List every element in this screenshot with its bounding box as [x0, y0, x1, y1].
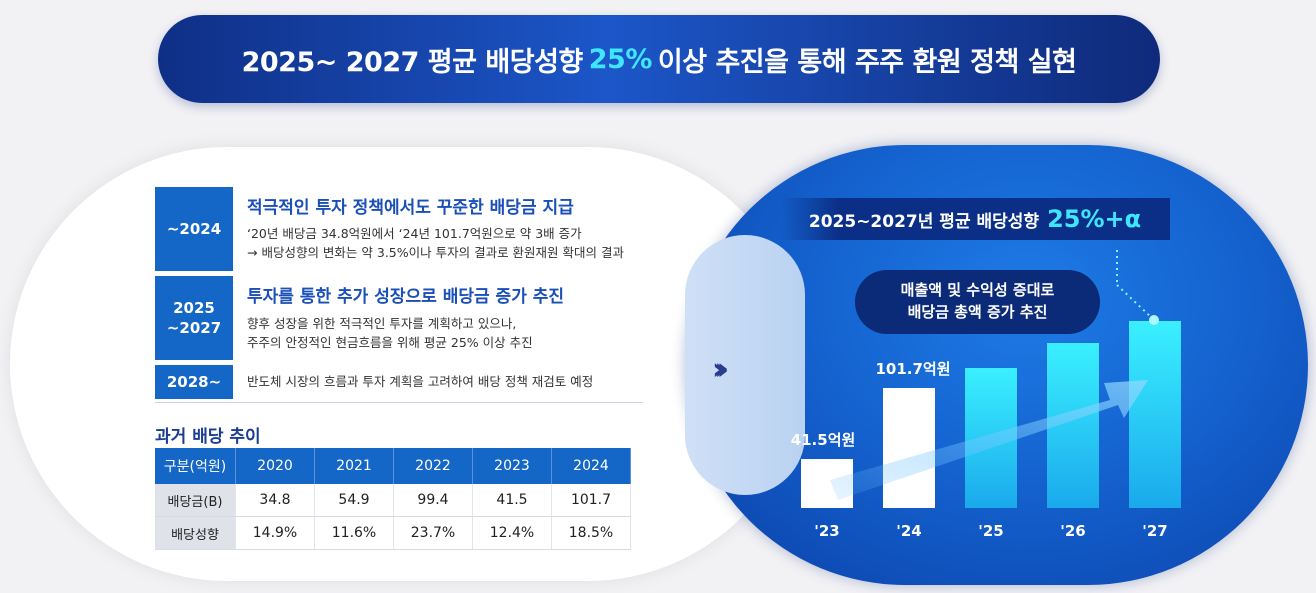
chart-title-value: 25%+α: [1047, 205, 1142, 233]
table-cell: 23.7%: [393, 516, 473, 550]
table-cell: 11.6%: [314, 516, 394, 550]
x-tick-label: '25: [978, 522, 1003, 540]
row2-line1: 향후 성장을 위한 적극적인 투자를 계획하고 있으나,: [247, 316, 517, 331]
history-header-cell: 2020: [235, 448, 315, 484]
label-2028-text: 2028~: [166, 372, 222, 391]
label-2025-2027: 2025 ~2027: [155, 276, 233, 360]
x-tick-label: '27: [1142, 522, 1167, 540]
headline-banner: 2025~ 2027 평균 배당성향 25% 이상 추진을 통해 주주 환원 정…: [158, 15, 1160, 103]
table-cell: 41.5: [472, 484, 552, 517]
row1-title: 적극적인 투자 정책에서도 꾸준한 배당금 지급: [247, 198, 574, 218]
label-2024: ~2024: [155, 187, 233, 271]
history-title: 과거 배당 추이: [155, 427, 261, 447]
banner-suffix: 이상 추진을 통해 주주 환원 정책 실현: [657, 46, 1077, 78]
growth-pill: 매출액 및 수익성 증대로 배당금 총액 증가 추진: [855, 270, 1100, 334]
table-cell: 54.9: [314, 484, 394, 517]
data-label: 41.5억원: [791, 431, 856, 449]
history-header-cell: 2021: [314, 448, 394, 484]
label-2028: 2028~: [155, 365, 233, 399]
history-header-cell: 2022: [393, 448, 473, 484]
table-cell: 14.9%: [235, 516, 315, 550]
chart-title-text: 2025~2027년 평균 배당성향: [808, 211, 1040, 232]
growth-arrow: [830, 380, 1148, 500]
bar-24: [883, 388, 935, 508]
bar-27: [1129, 321, 1181, 508]
table-cell: 101.7: [551, 484, 631, 517]
banner-prefix: 2025~ 2027 평균 배당성향: [241, 46, 584, 78]
banner-highlight: 25%: [588, 43, 653, 75]
label-2025-line1: 2025: [173, 298, 215, 317]
row1-text: ‘20년 배당금 34.8억원에서 ‘24년 101.7억원으로 약 3배 증가…: [247, 224, 624, 263]
chart-title: 2025~2027년 평균 배당성향 25%+α: [780, 198, 1170, 240]
table-cell: 18.5%: [551, 516, 631, 550]
label-2025-line2: ~2027: [166, 319, 222, 337]
pill-line1: 매출액 및 수익성 증대로: [900, 281, 1055, 300]
row3-line1: 반도체 시장의 흐름과 투자 계획을 고려하여 배당 정책 재검토 예정: [247, 374, 594, 389]
panel-overlap: [685, 235, 805, 495]
table-cell: 배당금(B): [155, 484, 236, 517]
table-row: 배당성향 14.9% 11.6% 23.7% 12.4% 18.5%: [155, 516, 631, 550]
row1-line1: ‘20년 배당금 34.8억원에서 ‘24년 101.7억원으로 약 3배 증가: [247, 226, 582, 241]
row2-title: 투자를 통한 추가 성장으로 배당금 증가 추진: [247, 287, 565, 307]
table-cell: 배당성향: [155, 516, 236, 550]
history-header-cell: 구분(억원): [155, 448, 236, 484]
x-tick-label: '24: [896, 522, 921, 540]
divider: [155, 402, 643, 403]
row2-line2: 주주의 안정적인 현금흐름을 위해 평균 25% 이상 추진: [247, 335, 533, 351]
x-tick-label: '23: [814, 522, 839, 540]
row1-line2: → 배당성향의 변화는 약 3.5%이나 투자의 결과로 환원재원 확대의 결과: [247, 245, 624, 261]
pill-line2: 배당금 총액 증가 추진: [907, 303, 1048, 321]
label-2024-text: ~2024: [166, 219, 222, 238]
row3-text: 반도체 시장의 흐름과 투자 계획을 고려하여 배당 정책 재검토 예정: [247, 372, 593, 391]
x-tick-label: '26: [1060, 522, 1085, 540]
history-table: 구분(억원) 2020 2021 2022 2023 2024 배당금(B) 3…: [155, 448, 631, 550]
marker-leader-line-diag: [1116, 284, 1153, 319]
table-row: 배당금(B) 34.8 54.9 99.4 41.5 101.7: [155, 484, 631, 517]
table-cell: 99.4: [393, 484, 473, 517]
table-cell: 12.4%: [472, 516, 552, 550]
table-cell: 34.8: [235, 484, 315, 517]
marker-dot: [1149, 315, 1159, 325]
history-header-cell: 2024: [551, 448, 631, 484]
history-header-cell: 2023: [472, 448, 552, 484]
row2-text: 향후 성장을 위한 적극적인 투자를 계획하고 있으나, 주주의 안정적인 현금…: [247, 314, 533, 353]
history-header-row: 구분(억원) 2020 2021 2022 2023 2024: [155, 448, 631, 484]
data-label: 101.7억원: [875, 360, 950, 378]
